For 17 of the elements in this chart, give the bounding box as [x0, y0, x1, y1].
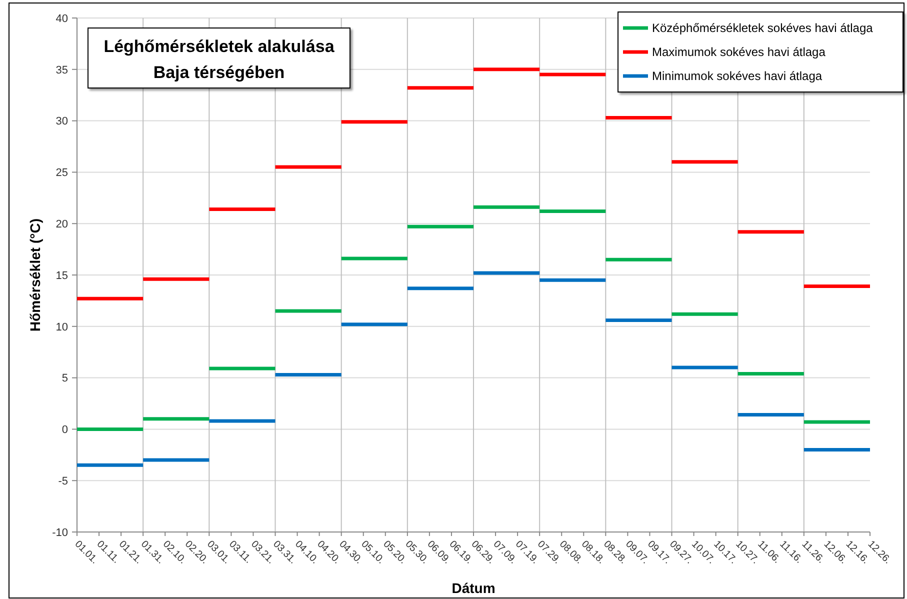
y-tick-label: -10: [52, 526, 68, 539]
y-tick-label: 5: [62, 372, 68, 385]
y-tick-label: 15: [56, 270, 68, 282]
y-tick-label: 35: [56, 64, 68, 76]
y-tick-label: 30: [56, 116, 68, 128]
legend-label: Középhőmérsékletek sokéves havi átlaga: [652, 21, 874, 36]
y-tick-label: 20: [56, 218, 68, 230]
y-tick-label: 10: [56, 321, 68, 334]
y-tick-label: 40: [56, 12, 68, 25]
text: Léghőmérsékletek alakulása Baja térségében: [104, 37, 335, 82]
legend-label: Maximumok sokéves havi átlaga: [652, 45, 826, 60]
y-axis-title: Hőmérséklet (°C): [27, 218, 43, 332]
x-axis-title: Dátum: [452, 580, 496, 596]
legend-label: Minimumok sokéves havi átlaga: [652, 69, 822, 84]
y-tick-label: -5: [58, 475, 68, 488]
y-tick-label: 0: [62, 424, 68, 436]
y-tick-label: 25: [56, 167, 68, 180]
